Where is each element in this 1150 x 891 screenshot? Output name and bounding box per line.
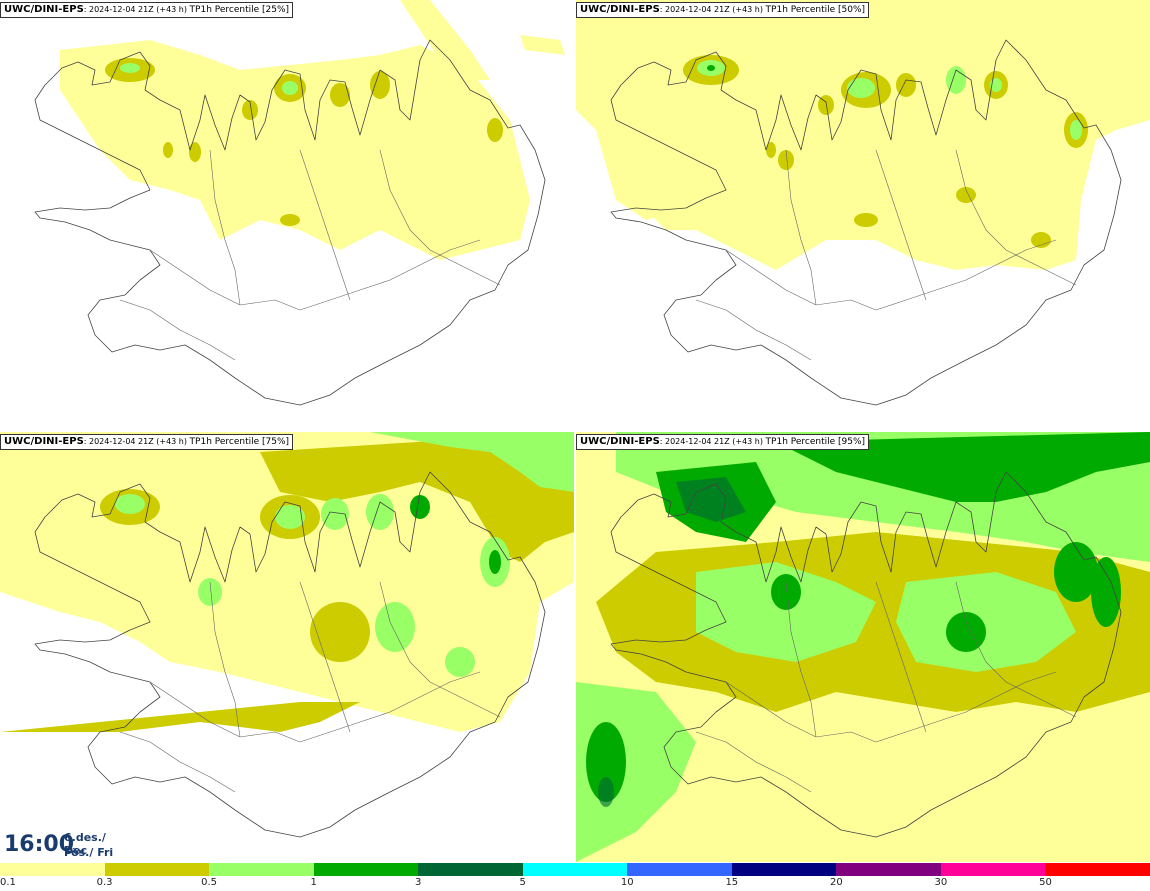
run-info: : 2024-12-04 21Z xyxy=(83,5,154,14)
lead-time: (+43 h) xyxy=(732,5,763,14)
legend-label: 0.1 xyxy=(0,877,16,888)
percentile-label: TP1h Percentile [75%] xyxy=(189,437,290,447)
legend-swatch xyxy=(522,863,628,876)
legend-label: 20 xyxy=(829,877,843,888)
map-panel-p50: UWC/DINI-EPS: 2024-12-04 21Z (+43 h) TP1… xyxy=(576,0,1150,430)
legend-swatch xyxy=(418,863,523,876)
legend-swatch xyxy=(104,863,210,876)
legend-swatch xyxy=(209,863,314,876)
model-name: UWC/DINI-EPS xyxy=(4,4,84,15)
legend-label: 0.5 xyxy=(201,877,218,888)
legend-label: 0.3 xyxy=(96,877,113,888)
precip-map xyxy=(0,0,574,430)
model-name: UWC/DINI-EPS xyxy=(580,4,660,15)
percentile-label: TP1h Percentile [50%] xyxy=(765,5,866,15)
precip-map xyxy=(0,432,574,862)
legend-label: 3 xyxy=(414,877,422,888)
panel-title: UWC/DINI-EPS: 2024-12-04 21Z (+43 h) TP1… xyxy=(0,434,294,450)
legend-swatch xyxy=(940,863,1046,876)
model-name: UWC/DINI-EPS xyxy=(4,436,84,447)
legend-label: 10 xyxy=(620,877,634,888)
precip-map xyxy=(576,432,1150,862)
valid-date: 6.des./ Dec xyxy=(64,831,106,857)
lead-time: (+43 h) xyxy=(156,5,187,14)
legend-swatch xyxy=(0,863,105,876)
valid-time-box: 16:00 6.des./ Dec Fös./ Fri xyxy=(0,826,132,862)
lead-time: (+43 h) xyxy=(732,437,763,446)
legend-swatch xyxy=(731,863,837,876)
legend-label: 50 xyxy=(1039,877,1052,888)
valid-day: Fös./ Fri xyxy=(64,846,114,859)
legend-swatch xyxy=(627,863,732,876)
legend-label: 1 xyxy=(310,877,317,888)
panel-title: UWC/DINI-EPS: 2024-12-04 21Z (+43 h) TP1… xyxy=(0,2,294,18)
legend-label: 30 xyxy=(934,877,948,888)
legend-swatch xyxy=(1045,863,1150,876)
map-panel-p95: UWC/DINI-EPS: 2024-12-04 21Z (+43 h) TP1… xyxy=(576,432,1150,862)
precip-legend: 0.1 0.3 0.5 1 3 5 10 15 20 30 50 xyxy=(0,862,1150,891)
valid-time: 16:00 xyxy=(4,832,75,857)
map-panel-p75: UWC/DINI-EPS: 2024-12-04 21Z (+43 h) TP1… xyxy=(0,432,574,862)
legend-label: 15 xyxy=(725,877,739,888)
percentile-label: TP1h Percentile [95%] xyxy=(765,437,866,447)
lead-time: (+43 h) xyxy=(156,437,187,446)
percentile-label: TP1h Percentile [25%] xyxy=(189,5,290,15)
map-panel-p25: UWC/DINI-EPS: 2024-12-04 21Z (+43 h) TP1… xyxy=(0,0,574,430)
legend-label: 5 xyxy=(519,877,526,888)
panel-title: UWC/DINI-EPS: 2024-12-04 21Z (+43 h) TP1… xyxy=(576,2,870,18)
legend-swatch xyxy=(313,863,419,876)
run-info: : 2024-12-04 21Z xyxy=(83,437,154,446)
precip-map xyxy=(576,0,1150,430)
run-info: : 2024-12-04 21Z xyxy=(659,437,730,446)
run-info: : 2024-12-04 21Z xyxy=(659,5,730,14)
panel-divider-horizontal xyxy=(0,430,1150,432)
model-name: UWC/DINI-EPS xyxy=(580,436,660,447)
legend-swatch xyxy=(836,863,941,876)
panel-title: UWC/DINI-EPS: 2024-12-04 21Z (+43 h) TP1… xyxy=(576,434,870,450)
